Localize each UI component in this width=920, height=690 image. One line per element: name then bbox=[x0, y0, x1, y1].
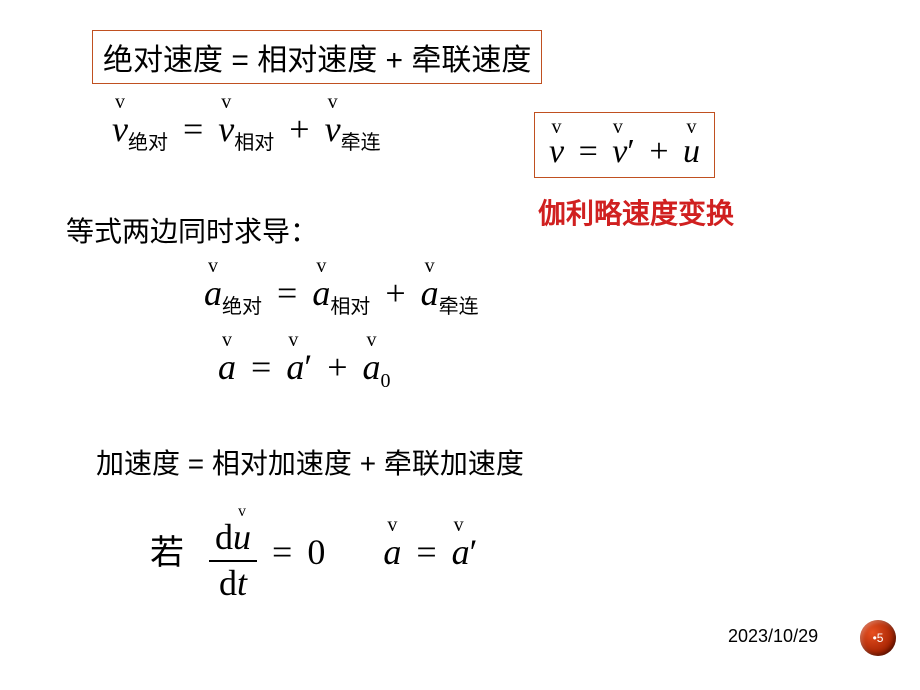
galileo-label: 伽利略速度变换 bbox=[538, 192, 734, 232]
plus: + bbox=[321, 347, 353, 387]
vec-arrow: v bbox=[552, 117, 562, 137]
subscript: 绝对 bbox=[222, 296, 262, 318]
subscript: 牵连 bbox=[341, 132, 381, 154]
subscript: 绝对 bbox=[128, 132, 168, 154]
vec-arrow: v bbox=[288, 330, 298, 350]
subscript: 相对 bbox=[330, 296, 370, 318]
vec-arrow: v bbox=[208, 256, 218, 276]
prime: ′ bbox=[470, 532, 478, 572]
eq-v-box: vv = vv′ + vu bbox=[534, 112, 715, 178]
equals: = bbox=[271, 273, 303, 313]
equals: = bbox=[177, 109, 209, 149]
eq-a-simple: va = va′ + va0 bbox=[218, 332, 391, 393]
vec-arrow: v bbox=[316, 256, 326, 276]
var-a: a bbox=[204, 273, 222, 313]
equals: = bbox=[573, 133, 613, 170]
zero: 0 bbox=[307, 532, 325, 572]
vec-arrow: v bbox=[454, 515, 464, 535]
subscript: 牵连 bbox=[439, 296, 479, 318]
vec-arrow: v bbox=[238, 504, 246, 520]
var-u: u bbox=[683, 133, 700, 170]
accel-text-content: 加速度 = 相对加速度 + 牵联加速度 bbox=[96, 448, 524, 479]
equals: = bbox=[410, 532, 442, 572]
plus: + bbox=[379, 273, 411, 313]
var-a: a bbox=[421, 273, 439, 313]
vec-arrow: v bbox=[222, 330, 232, 350]
galileo-text: 伽利略速度变换 bbox=[538, 198, 734, 229]
diff-d: d bbox=[219, 563, 237, 603]
var-v: v bbox=[549, 133, 564, 170]
page-number-badge: •5 bbox=[860, 620, 896, 656]
page-number: •5 bbox=[873, 631, 884, 645]
var-u: u bbox=[233, 517, 251, 557]
deriv-text-content: 等式两边同时求导： bbox=[66, 216, 318, 247]
var-v: v bbox=[112, 109, 128, 149]
equals: = bbox=[266, 532, 298, 572]
vec-arrow: v bbox=[613, 117, 623, 137]
subscript-zero: 0 bbox=[381, 370, 391, 392]
plus: + bbox=[283, 109, 315, 149]
var-t: t bbox=[237, 563, 247, 603]
var-v: v bbox=[612, 133, 627, 170]
slide-date: 2023/10/29 bbox=[728, 626, 818, 647]
subscript: 相对 bbox=[234, 132, 274, 154]
eq-condition: 若 dvu dt = 0 va = va′ bbox=[150, 508, 478, 603]
vec-arrow: v bbox=[115, 92, 125, 112]
eq-v-subscript: vv绝对 = vv相对 + vv牵连 bbox=[112, 94, 381, 155]
vec-arrow: v bbox=[425, 256, 435, 276]
vec-arrow: v bbox=[387, 515, 397, 535]
accel-text: 加速度 = 相对加速度 + 牵联加速度 bbox=[96, 442, 524, 482]
title-box: 绝对速度 = 相对速度 + 牵联速度 bbox=[92, 30, 542, 84]
fraction: dvu dt bbox=[209, 508, 257, 603]
var-v: v bbox=[218, 109, 234, 149]
prime: ′ bbox=[627, 133, 634, 170]
var-a: a bbox=[383, 532, 401, 572]
var-a: a bbox=[363, 347, 381, 387]
var-v: v bbox=[325, 109, 341, 149]
var-a: a bbox=[312, 273, 330, 313]
deriv-text: 等式两边同时求导： bbox=[66, 210, 318, 250]
vec-arrow: v bbox=[367, 330, 377, 350]
equals: = bbox=[245, 347, 286, 387]
prime: ′ bbox=[304, 347, 312, 387]
date-text: 2023/10/29 bbox=[728, 626, 818, 646]
vec-arrow: v bbox=[221, 92, 231, 112]
diff-d: d bbox=[215, 517, 233, 557]
title-text: 绝对速度 = 相对速度 + 牵联速度 bbox=[103, 44, 531, 77]
var-a: a bbox=[218, 347, 236, 387]
var-a: a bbox=[452, 532, 470, 572]
plus: + bbox=[643, 133, 683, 170]
eq-a-subscript: va绝对 = va相对 + va牵连 bbox=[204, 258, 479, 319]
vec-arrow: v bbox=[687, 117, 697, 137]
var-a: a bbox=[286, 347, 304, 387]
ruo-label: 若 bbox=[150, 535, 200, 572]
vec-arrow: v bbox=[328, 92, 338, 112]
